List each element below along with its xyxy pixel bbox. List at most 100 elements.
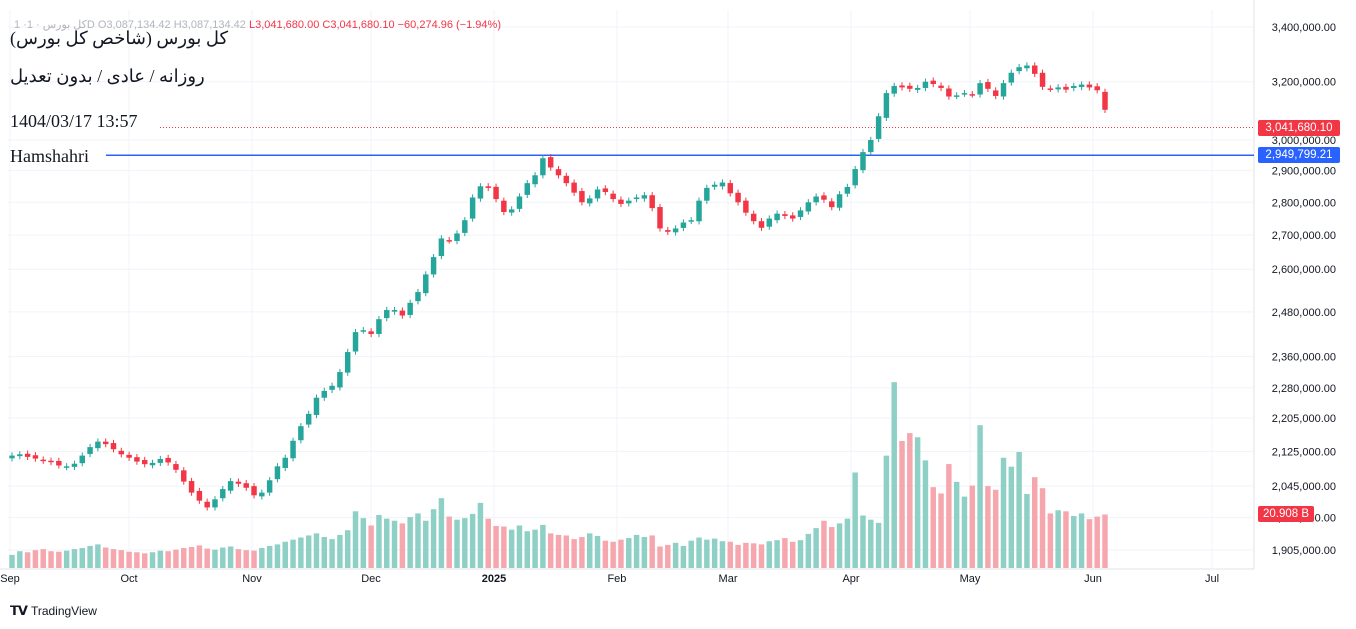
volume-bar xyxy=(204,548,210,568)
candle-body xyxy=(1016,67,1022,72)
candle-body xyxy=(930,80,936,84)
candle-body xyxy=(32,455,39,459)
volume-bar xyxy=(946,464,952,568)
candle-body xyxy=(430,257,437,275)
volume-bar xyxy=(610,541,616,568)
candle-body xyxy=(274,466,281,480)
candle-body xyxy=(540,158,546,176)
price-tick-label: 2,800,000.00 xyxy=(1272,197,1336,209)
candle-body xyxy=(571,182,577,193)
candle-body xyxy=(797,210,804,217)
candle-body xyxy=(485,186,491,188)
candle-body xyxy=(298,426,304,441)
volume-bar xyxy=(829,527,835,568)
candle-body xyxy=(399,310,406,316)
volume-bar xyxy=(914,437,921,568)
candle-body xyxy=(813,196,819,203)
price-tick-label: 2,205,000.00 xyxy=(1272,413,1336,425)
volume-bar xyxy=(711,538,718,568)
candle-body xyxy=(157,459,164,463)
candle-body xyxy=(860,152,866,171)
volume-bar xyxy=(657,546,663,568)
candle-body xyxy=(782,214,788,216)
candle-body xyxy=(665,230,671,232)
volume-bar xyxy=(938,493,944,568)
volume-bar xyxy=(376,514,382,568)
tradingview-logo[interactable]: 𝗧𝗩 TradingView xyxy=(10,603,97,619)
candle-body xyxy=(118,450,125,455)
volume-bar xyxy=(1032,477,1038,568)
candle-body xyxy=(290,440,296,459)
candle-body xyxy=(922,81,929,88)
volume-bar xyxy=(579,537,585,568)
volume-bar xyxy=(758,544,765,568)
candle-body xyxy=(532,175,538,185)
volume-bar xyxy=(532,529,538,568)
candle-body xyxy=(829,201,835,208)
volume-tag: 20.908 B xyxy=(1258,506,1314,523)
volume-bar xyxy=(891,382,897,568)
volume-bar xyxy=(766,541,773,568)
volume-bar xyxy=(969,485,976,568)
volume-bar xyxy=(352,511,359,568)
legend-close: C3,041,680.10 xyxy=(322,19,395,31)
price-tick-label: 3,200,000.00 xyxy=(1272,77,1336,89)
volume-bar xyxy=(32,550,39,568)
candle-body xyxy=(688,220,694,222)
volume-bar xyxy=(454,519,460,568)
candle-body xyxy=(438,238,445,257)
candle-body xyxy=(750,213,757,222)
volume-bar xyxy=(860,515,866,568)
candle-body xyxy=(24,453,31,457)
volume-bar xyxy=(321,537,328,568)
volume-bar xyxy=(126,551,132,568)
volume-bar xyxy=(797,540,804,568)
volume-bar xyxy=(1102,514,1108,568)
volume-bar xyxy=(313,533,320,568)
candle-body xyxy=(977,83,983,95)
volume-bar xyxy=(688,540,694,568)
candle-body xyxy=(462,220,468,233)
volume-bar xyxy=(274,544,281,568)
volume-bar xyxy=(907,433,913,568)
volume-bar xyxy=(24,552,31,568)
candle-body xyxy=(313,397,320,415)
candle-body xyxy=(337,372,343,388)
volume-bar xyxy=(71,549,78,568)
volume-bar xyxy=(266,545,273,568)
candle-body xyxy=(524,183,531,195)
candle-body xyxy=(821,195,827,200)
candle-body xyxy=(1032,65,1038,74)
candle-body xyxy=(282,457,288,468)
volume-bar xyxy=(438,498,445,568)
candle-body xyxy=(63,466,70,468)
candle-body xyxy=(181,470,187,482)
time-axis: Sep Oct Nov Dec 2025 Feb Mar Apr May Jun Jul xyxy=(0,573,1219,585)
candle-body xyxy=(719,182,726,187)
volume-bar xyxy=(1008,466,1015,568)
last-price-tag: 3,041,680.10 xyxy=(1258,119,1340,136)
volume-bar xyxy=(188,547,195,568)
volume-bar xyxy=(899,440,905,568)
volume-bar xyxy=(290,539,296,568)
candle-body xyxy=(602,188,609,193)
candle-body xyxy=(711,184,718,187)
volume-bar xyxy=(415,513,421,568)
candle-body xyxy=(305,413,312,425)
volume-bar xyxy=(485,518,491,568)
candle-body xyxy=(126,454,132,458)
candle-body xyxy=(102,441,109,445)
volume-bar xyxy=(501,526,507,568)
ohlc-legend: 1 ·کل بورس · 1D O3,087,134.42 H3,087,134… xyxy=(14,18,501,31)
volume-bar xyxy=(196,545,203,568)
volume-bar xyxy=(750,543,757,568)
candle-body xyxy=(563,175,570,184)
candle-body xyxy=(87,447,93,454)
volume-bar xyxy=(493,526,499,568)
candle-body xyxy=(618,199,624,204)
candle-body xyxy=(758,221,765,228)
volume-bar xyxy=(743,542,749,568)
volume-bar xyxy=(141,553,148,568)
volume-bar xyxy=(40,549,46,568)
